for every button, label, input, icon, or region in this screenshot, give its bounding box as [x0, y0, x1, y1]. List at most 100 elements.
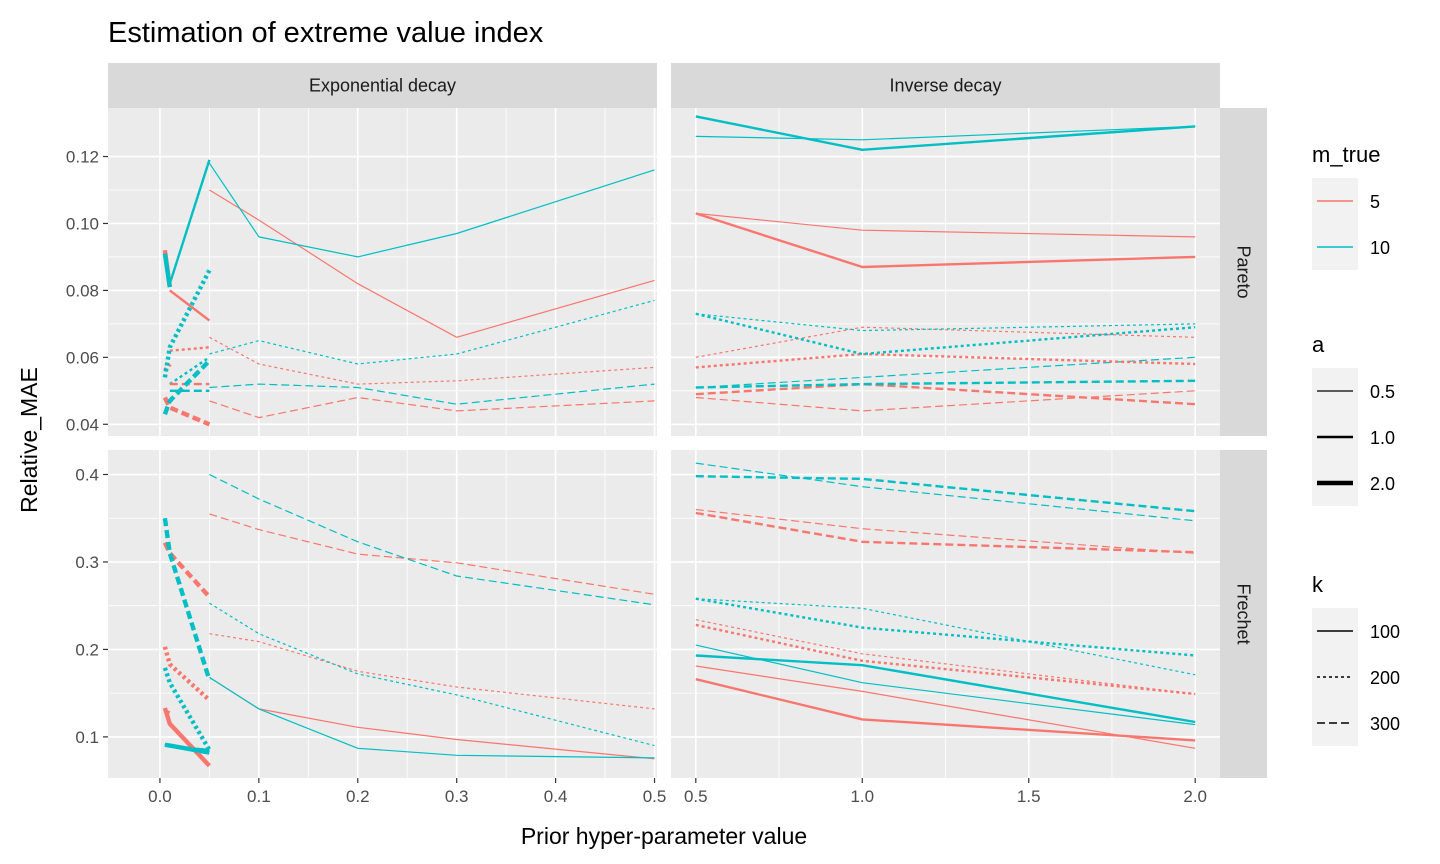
series-line-mtrue10-a0.5-k200	[209, 602, 655, 747]
series-line-mtrue5-a1.0-k100	[695, 212, 1196, 269]
legend-label: 10	[1370, 238, 1390, 258]
y-axis-title: Relative_MAE	[16, 367, 42, 513]
x-tick-label: 2.0	[1183, 787, 1207, 806]
series-line-mtrue10-a0.5-k300	[209, 383, 655, 405]
y-tick-label: 0.06	[66, 348, 99, 367]
series-line-mtrue10-a2.0-k200	[162, 269, 212, 378]
legend-group-k: k 100 200 300	[1312, 572, 1400, 746]
series-line-mtrue10-a2.0-k100	[164, 742, 210, 755]
series-line-mtrue5-a1.0-k200	[695, 623, 1196, 696]
strip-label: Inverse decay	[889, 76, 1001, 96]
series-line-mtrue5-a1.0-k200	[169, 346, 210, 352]
series-line-mtrue10-a1.0-k200	[169, 356, 211, 386]
x-tick-label: 0.2	[346, 787, 370, 806]
y-tick-label: 0.04	[66, 415, 99, 434]
strip-background	[671, 63, 1220, 108]
series-line-mtrue5-a2.0-k300	[162, 396, 211, 427]
series-line-mtrue10-a1.0-k100	[695, 654, 1196, 724]
strip-label: Frechet	[1234, 583, 1254, 644]
series-line-mtrue5-a1.0-k100	[695, 678, 1196, 742]
series-line-mtrue10-a0.5-k200	[695, 598, 1196, 676]
series-line-mtrue10-a0.5-k300	[209, 473, 655, 606]
series-line-mtrue10-a0.5-k100	[695, 125, 1196, 141]
series-line-mtrue5-a0.5-k100	[209, 189, 655, 338]
series-line-mtrue5-a0.5-k100	[695, 212, 1196, 238]
series-layer	[162, 473, 655, 768]
y-tick-label: 0.1	[75, 728, 99, 747]
chart-title: Estimation of extreme value index	[108, 17, 544, 49]
series-layer	[695, 115, 1196, 412]
series-line-mtrue10-a2.0-k200	[162, 667, 212, 752]
x-tick-label: 1.0	[850, 787, 874, 806]
legend-label: 300	[1370, 714, 1400, 734]
x-tick-label: 0.5	[643, 787, 667, 806]
x-tick-label: 0.1	[247, 787, 271, 806]
series-line-mtrue5-a0.5-k100	[695, 665, 1196, 749]
facet-panels: Exponential decay Inverse decay Pareto Frec…	[66, 63, 1267, 806]
series-line-mtrue10-a1.0-k100	[168, 159, 211, 285]
series-line-mtrue5-a0.5-k200	[209, 633, 655, 710]
series-line-mtrue10-a1.0-k200	[695, 597, 1196, 657]
y-tick-label: 0.08	[66, 281, 99, 300]
series-line-mtrue5-a2.0-k200	[162, 646, 211, 702]
series-line-mtrue10-a0.5-k300	[695, 462, 1196, 522]
panel-1-0	[108, 450, 657, 778]
series-line-mtrue5-a0.5-k200	[209, 336, 655, 385]
x-axis-title: Prior hyper-parameter value	[521, 823, 807, 849]
series-line-mtrue5-a2.0-k300	[162, 541, 212, 599]
series-line-mtrue10-a2.0-k300	[162, 359, 211, 415]
series-line-mtrue10-a0.5-k300	[695, 356, 1196, 389]
strip-label: Pareto	[1234, 245, 1254, 298]
strip-background	[1220, 450, 1267, 778]
y-tick-label: 0.12	[66, 148, 99, 167]
strip-background	[108, 63, 657, 108]
legend-label: 5	[1370, 192, 1380, 212]
panel-1-1	[671, 450, 1220, 778]
strip-label: Exponential decay	[309, 76, 456, 96]
series-line-mtrue10-a1.0-k300	[695, 475, 1196, 513]
series-line-mtrue10-a0.5-k200	[209, 299, 655, 365]
series-line-mtrue5-a1.0-k100	[169, 289, 211, 322]
series-line-mtrue5-a0.5-k200	[695, 326, 1196, 358]
series-line-mtrue10-a0.5-k100	[209, 676, 655, 759]
series-layer	[695, 462, 1196, 749]
facet-strip-top: Inverse decay	[671, 63, 1220, 108]
series-line-mtrue5-a1.0-k300	[695, 382, 1196, 406]
legend-title: a	[1312, 332, 1325, 357]
legend-title: m_true	[1312, 142, 1380, 167]
panel-0-1	[671, 108, 1220, 436]
series-line-mtrue10-a2.0-k100	[162, 253, 172, 288]
x-tick-label: 0.0	[148, 787, 172, 806]
series-line-mtrue5-a0.5-k300	[695, 508, 1196, 554]
series-line-mtrue5-a0.5-k300	[209, 396, 655, 419]
legend-title: k	[1312, 572, 1324, 597]
series-line-mtrue10-a0.5-k200	[695, 313, 1196, 332]
legend-label: 200	[1370, 668, 1400, 688]
y-tick-label: 0.4	[75, 465, 99, 484]
series-line-mtrue10-a2.0-k300	[162, 517, 212, 681]
x-tick-label: 1.5	[1017, 787, 1041, 806]
series-line-mtrue10-a1.0-k300	[695, 379, 1196, 389]
legend-label: 1.0	[1370, 428, 1395, 448]
panel-0-0	[108, 108, 657, 436]
legend-label: 100	[1370, 622, 1400, 642]
facet-strip-right: Pareto	[1220, 108, 1267, 436]
legend-group-a: a 0.5 1.0 2.0	[1312, 332, 1395, 506]
y-tick-label: 0.10	[66, 214, 99, 233]
x-tick-label: 0.4	[544, 787, 568, 806]
x-tick-label: 0.3	[445, 787, 469, 806]
series-line-mtrue5-a0.5-k300	[209, 513, 655, 595]
x-tick-label: 0.5	[684, 787, 708, 806]
series-line-mtrue10-a1.0-k100	[695, 115, 1196, 152]
series-line-mtrue5-a1.0-k300	[695, 511, 1196, 554]
series-line-mtrue5-a1.0-k200	[695, 352, 1196, 369]
legend: m_true 5 10 a 0.5 1.0 2.0 k 100 200 300	[1312, 142, 1400, 746]
strip-background	[1220, 108, 1267, 436]
series-line-mtrue5-a0.5-k200	[695, 619, 1196, 695]
series-line-mtrue10-a0.5-k100	[208, 162, 655, 258]
facet-strip-top: Exponential decay	[108, 63, 657, 108]
legend-group-m_true: m_true 5 10	[1312, 142, 1390, 270]
panel-background	[108, 108, 657, 436]
y-tick-label: 0.3	[75, 553, 99, 572]
